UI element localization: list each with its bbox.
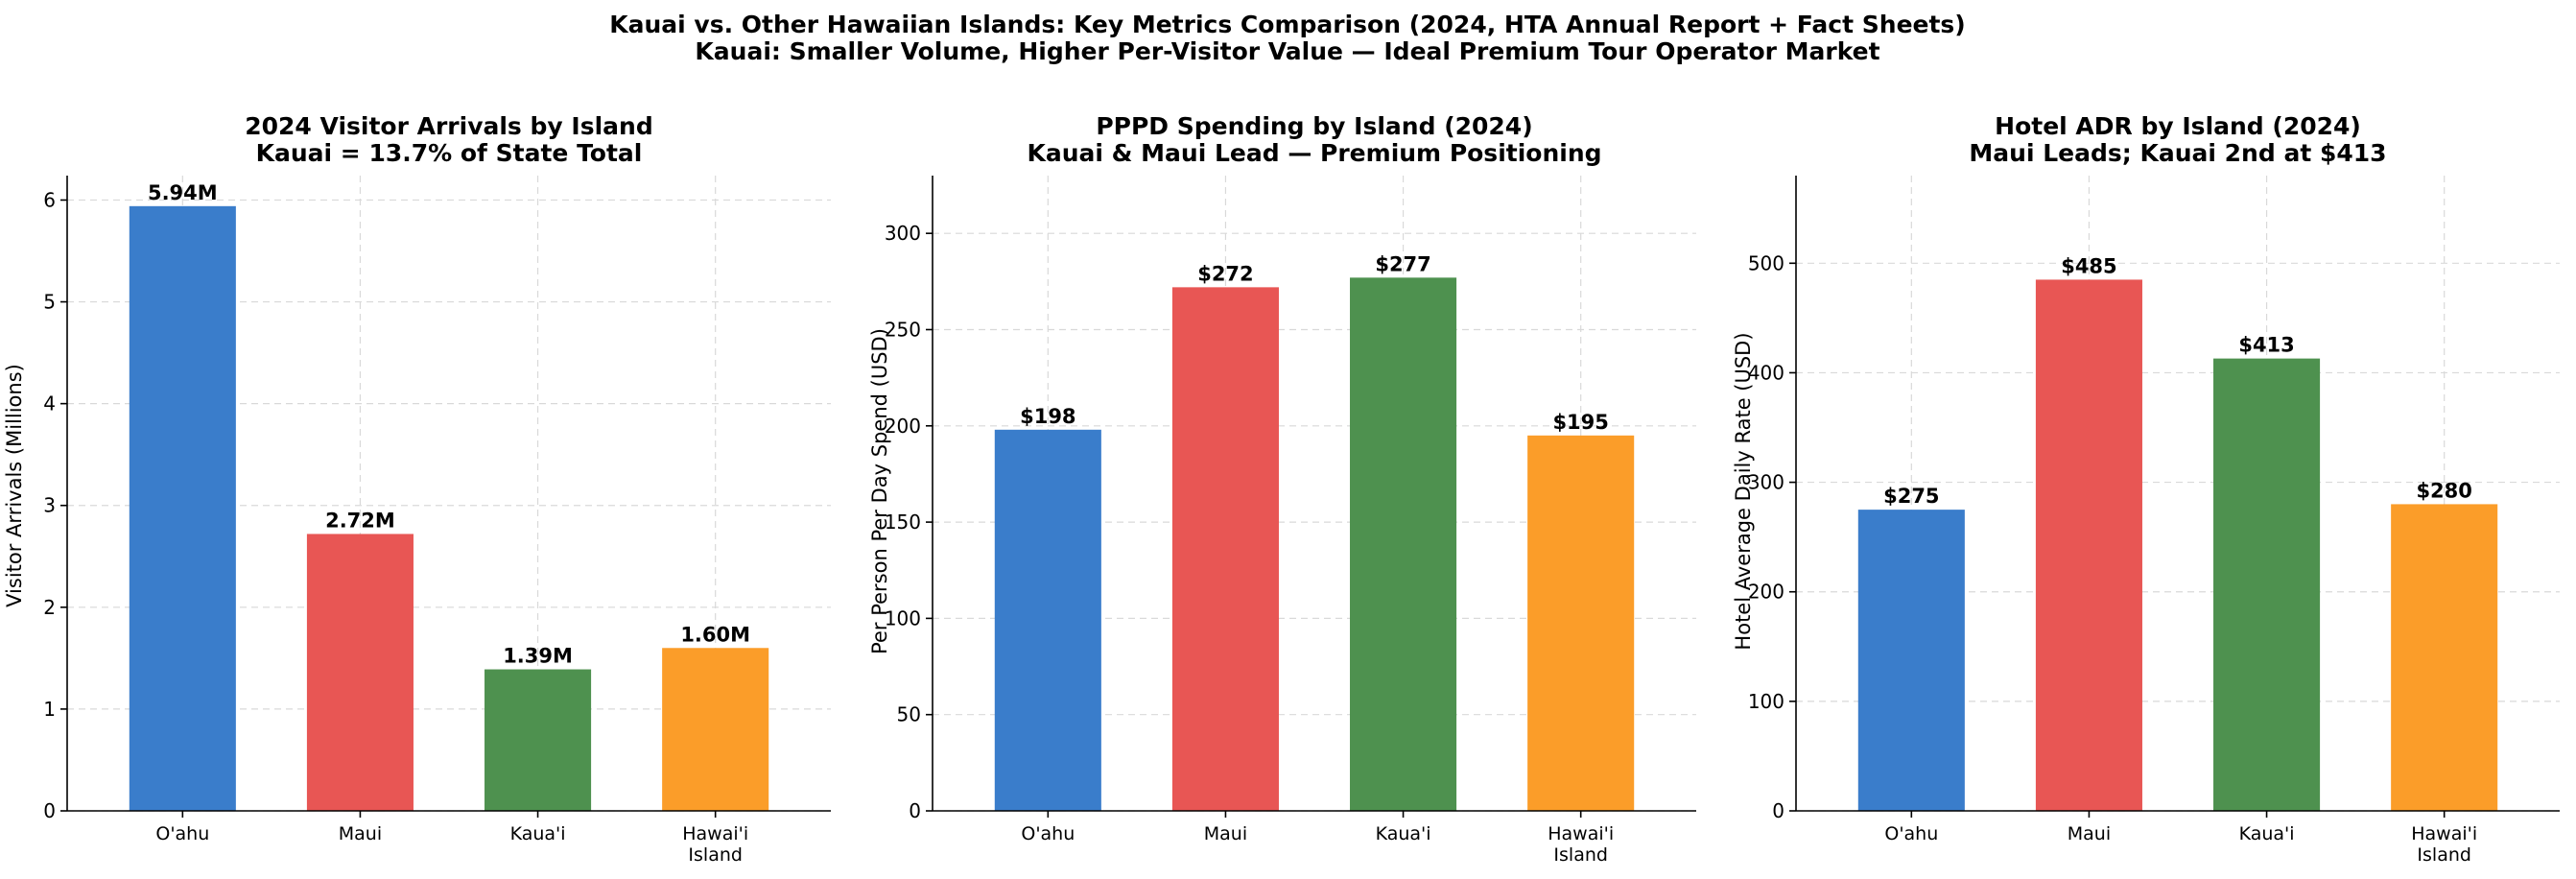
y-tick-label: 400 [1748, 361, 1784, 384]
data-label: $413 [2238, 334, 2294, 357]
y-axis-label: Per Person Per Day Spend (USD) [868, 328, 891, 654]
y-tick-label: 200 [1748, 581, 1784, 604]
bar [994, 429, 1101, 811]
data-label: $280 [2416, 479, 2471, 502]
data-label: $272 [1197, 262, 1253, 285]
chart-title-line2: Kauai & Maui Lead — Premium Positioning [1027, 139, 1601, 167]
x-tick-label: Hawai'i [2411, 823, 2477, 844]
data-label: 2.72M [325, 509, 395, 532]
y-tick-label: 300 [1748, 471, 1784, 494]
y-tick-label: 100 [885, 606, 921, 630]
x-tick-label: Maui [339, 823, 382, 844]
x-tick-label: Maui [2068, 823, 2111, 844]
x-tick-label: O'ahu [1884, 823, 1938, 844]
x-tick-label: O'ahu [155, 823, 209, 844]
x-tick-label: O'ahu [1021, 823, 1075, 844]
y-tick-label: 100 [1748, 690, 1784, 713]
data-label: $485 [2061, 254, 2116, 277]
y-tick-label: 4 [43, 392, 56, 416]
chart-title-line1: 2024 Visitor Arrivals by Island [245, 112, 652, 140]
bar [484, 669, 592, 811]
chart-title-line2: Maui Leads; Kauai 2nd at $413 [1969, 139, 2386, 167]
data-label: $277 [1375, 252, 1430, 275]
x-tick-label: Island [1553, 844, 1608, 866]
chart-title-line1: PPPD Spending by Island (2024) [1096, 112, 1532, 140]
y-tick-label: 3 [43, 494, 56, 517]
y-tick-label: 50 [897, 703, 921, 726]
x-tick-label: Kaua'i [2239, 823, 2295, 844]
x-tick-label: Maui [1204, 823, 1247, 844]
y-tick-label: 150 [885, 511, 921, 534]
bar [306, 534, 414, 811]
bar [129, 205, 236, 812]
x-tick-label: Kaua'i [510, 823, 566, 844]
y-tick-label: 6 [43, 188, 56, 211]
y-tick-label: 200 [885, 415, 921, 438]
x-tick-label: Island [688, 844, 743, 866]
chart-panel-2: PPPD Spending by Island (2024)Kauai & Ma… [868, 112, 1696, 866]
y-tick-label: 2 [43, 596, 56, 619]
bar [2035, 279, 2142, 811]
y-tick-label: 0 [43, 799, 56, 822]
data-label: 1.60M [680, 623, 750, 646]
y-tick-label: 250 [885, 318, 921, 341]
data-label: $195 [1552, 411, 1608, 434]
bar [1527, 435, 1635, 811]
y-axis-label: Hotel Average Daily Rate (USD) [1732, 332, 1755, 650]
data-label: 5.94M [148, 181, 218, 204]
bar [2213, 358, 2321, 811]
y-axis-label: Visitor Arrivals (Millions) [3, 364, 26, 607]
bar [1350, 277, 1457, 812]
chart-panel-3: Hotel ADR by Island (2024)Maui Leads; Ka… [1732, 112, 2560, 866]
x-tick-label: Hawai'i [1548, 823, 1614, 844]
y-tick-label: 1 [43, 698, 56, 721]
chart-title-line1: Hotel ADR by Island (2024) [1995, 112, 2361, 140]
y-tick-label: 300 [885, 222, 921, 245]
bar [1857, 510, 1965, 811]
data-label: $275 [1883, 485, 1939, 508]
y-tick-label: 500 [1748, 251, 1784, 274]
x-tick-label: Hawai'i [682, 823, 748, 844]
x-tick-label: Kaua'i [1376, 823, 1431, 844]
figure-title-line2: Kauai: Smaller Volume, Higher Per-Visito… [695, 37, 1879, 65]
bar [2391, 504, 2498, 811]
figure-title-line1: Kauai vs. Other Hawaiian Islands: Key Me… [609, 11, 1966, 38]
y-tick-label: 0 [1772, 799, 1784, 822]
y-tick-label: 0 [909, 799, 921, 822]
data-label: 1.39M [503, 645, 573, 668]
x-tick-label: Island [2417, 844, 2471, 866]
data-label: $198 [1020, 405, 1075, 428]
chart-title-line2: Kauai = 13.7% of State Total [256, 139, 643, 167]
bar [662, 648, 769, 811]
bar [1171, 287, 1279, 811]
y-tick-label: 5 [43, 291, 56, 314]
